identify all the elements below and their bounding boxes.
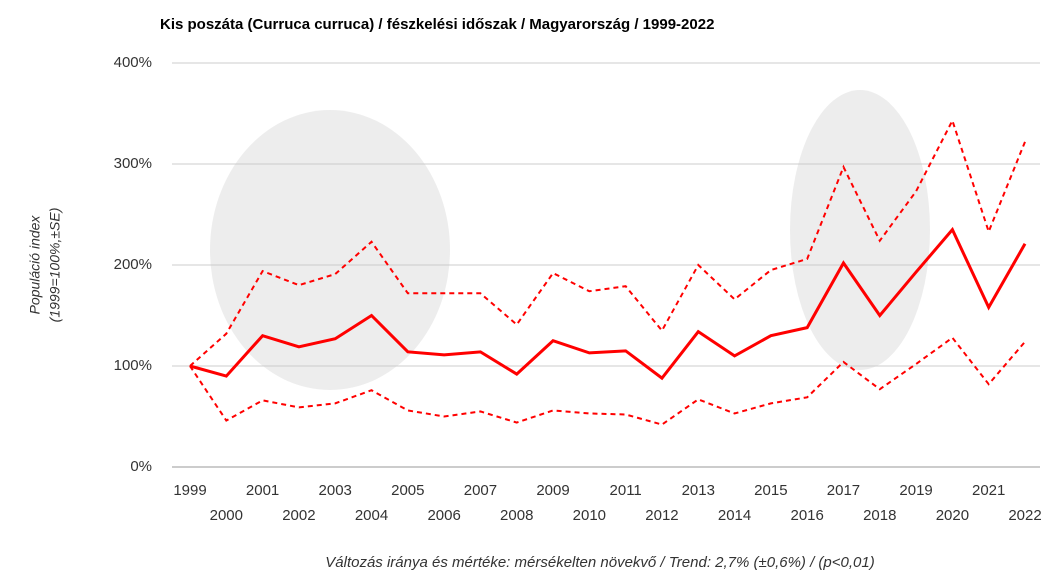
chart: Kis poszáta (Curruca curruca) / fészkelé… [0,0,1051,580]
x-tick-label: 2011 [610,482,642,499]
x-tick-label: 2000 [210,507,243,524]
x-tick-label: 2003 [319,482,352,499]
x-tick-label: 2005 [391,482,424,499]
x-tick-label: 2015 [754,482,787,499]
y-tick-label: 300% [114,155,152,172]
x-tick-label: 2009 [536,482,569,499]
y-tick-label: 0% [130,458,152,475]
x-tick-label: 2021 [972,482,1005,499]
chart-title: Kis poszáta (Curruca curruca) / fészkelé… [160,16,714,33]
x-tick-label: 2014 [718,507,751,524]
note: Változás iránya és mértéke: mérsékelten … [325,554,874,571]
y-axis-label: (1999=100%,±SE) [47,208,63,323]
x-tick-label: 2019 [899,482,932,499]
x-tick-label: 2020 [936,507,969,524]
x-tick-label: 2012 [645,507,678,524]
x-tick-label: 2002 [282,507,315,524]
y-axis-label: Populáció index [27,215,43,315]
x-tick-label: 2001 [246,482,279,499]
x-tick-label: 1999 [173,482,206,499]
x-tick-label: 2018 [863,507,896,524]
x-tick-label: 2010 [573,507,606,524]
y-tick-label: 200% [114,256,152,273]
x-tick-label: 2022 [1008,507,1041,524]
x-tick-label: 2008 [500,507,533,524]
x-tick-label: 2017 [827,482,860,499]
x-tick-label: 2016 [790,507,823,524]
y-tick-label: 400% [114,54,152,71]
y-tick-label: 100% [114,357,152,374]
x-tick-label: 2006 [427,507,460,524]
x-tick-label: 2013 [682,482,715,499]
x-tick-label: 2004 [355,507,388,524]
x-tick-label: 2007 [464,482,497,499]
